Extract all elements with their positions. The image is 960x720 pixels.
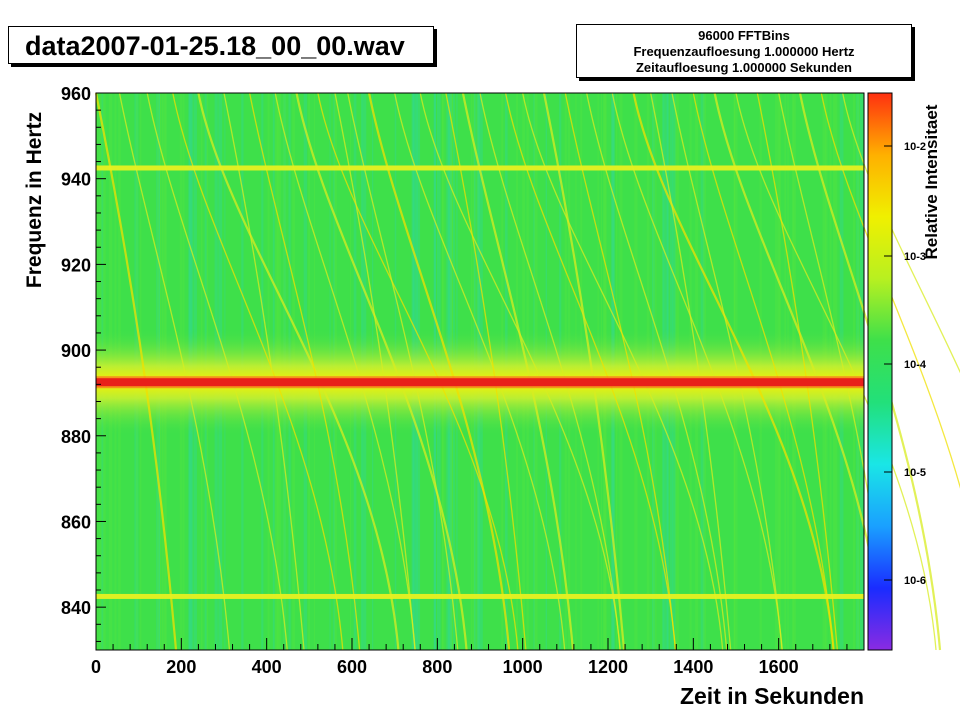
sweep-trace bbox=[118, 92, 231, 651]
info-fftbins: 96000 FFTBins bbox=[698, 28, 790, 43]
y-tick-label: 900 bbox=[61, 341, 91, 361]
horizontal-line bbox=[96, 593, 864, 599]
sweep-trace bbox=[542, 92, 626, 651]
info-freq-resolution: Frequenzaufloesung 1.000000 Hertz bbox=[633, 44, 855, 59]
x-tick-label: 200 bbox=[166, 657, 196, 677]
sweep-trace bbox=[347, 92, 459, 651]
colorbar-label: Relative Intensitaet bbox=[922, 104, 941, 260]
sweep-trace bbox=[94, 92, 178, 651]
x-tick-label: 1600 bbox=[759, 657, 799, 677]
sweep-trace bbox=[317, 92, 519, 651]
y-tick-label: 840 bbox=[61, 598, 91, 618]
sweep-trace bbox=[223, 92, 305, 651]
sweep-trace bbox=[692, 92, 834, 651]
x-tick-label: 800 bbox=[422, 657, 452, 677]
sweep-trace bbox=[504, 92, 677, 651]
sweep-trace bbox=[394, 92, 566, 651]
x-axis-label: Zeit in Sekunden bbox=[679, 683, 864, 709]
sweep-trace bbox=[197, 92, 400, 651]
colorbar-tick-label: 10-3 bbox=[904, 251, 926, 263]
x-tick-label: 400 bbox=[252, 657, 282, 677]
sweep-trace bbox=[820, 92, 960, 489]
sweep-trace bbox=[274, 92, 416, 651]
y-tick-label: 960 bbox=[61, 84, 91, 104]
x-tick-label: 600 bbox=[337, 657, 367, 677]
sweep-trace bbox=[611, 92, 783, 651]
sweep-trace bbox=[295, 92, 468, 651]
sweep-trace bbox=[671, 92, 783, 651]
sweep-trace bbox=[735, 92, 937, 651]
y-tick-label: 920 bbox=[61, 255, 91, 275]
sweep-trace bbox=[650, 92, 732, 651]
plot-title: data2007-01-25.18_00_00.wav bbox=[8, 26, 434, 64]
sweep-trace bbox=[172, 92, 344, 651]
sweep-trace bbox=[146, 92, 288, 651]
sweep-trace bbox=[479, 92, 621, 651]
y-tick-label: 880 bbox=[61, 427, 91, 447]
sweep-trace bbox=[756, 92, 838, 651]
sweep-trace bbox=[632, 92, 835, 651]
sweep-trace bbox=[522, 92, 724, 651]
sweep-trace bbox=[334, 92, 416, 651]
y-axis-label: Frequenz in Hertz bbox=[23, 111, 46, 289]
sweep-trace bbox=[586, 92, 728, 651]
sweep-trace bbox=[842, 92, 960, 374]
x-tick-label: 0 bbox=[91, 657, 101, 677]
plot-frame bbox=[95, 92, 865, 651]
sweep-trace bbox=[248, 92, 361, 651]
sweep-trace bbox=[564, 92, 676, 651]
horizontal-line bbox=[96, 165, 864, 171]
x-tick-label: 1200 bbox=[588, 657, 628, 677]
info-time-resolution: Zeitaufloesung 1.000000 Sekunden bbox=[635, 60, 853, 75]
colorbar-tick-label: 10-5 bbox=[904, 467, 926, 479]
y-tick-label: 940 bbox=[61, 170, 91, 190]
sweep-trace bbox=[445, 92, 527, 651]
sweep-trace bbox=[367, 92, 511, 651]
carrier-line bbox=[96, 378, 864, 387]
info-box: 96000 FFTBins Frequenzaufloesung 1.00000… bbox=[576, 24, 912, 78]
colorbar-tick-label: 10-2 bbox=[904, 141, 926, 153]
y-tick-label: 860 bbox=[61, 512, 91, 532]
x-tick-label: 1000 bbox=[503, 657, 543, 677]
colorbar-tick-label: 10-6 bbox=[904, 575, 926, 587]
x-tick-label: 1400 bbox=[673, 657, 713, 677]
colorbar-tick-label: 10-4 bbox=[904, 359, 927, 371]
colorbar bbox=[867, 92, 893, 651]
sweep-trace bbox=[419, 92, 621, 651]
sweep-trace bbox=[461, 92, 575, 651]
